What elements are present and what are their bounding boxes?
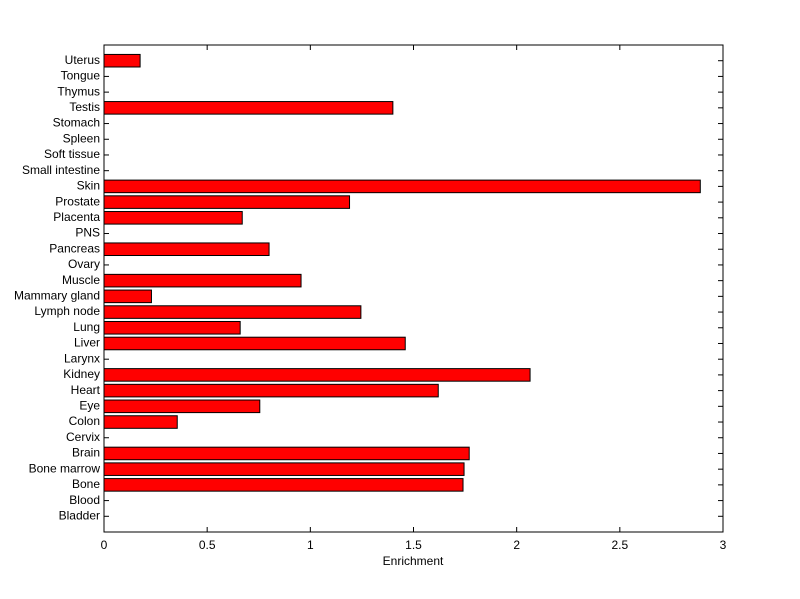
y-tick-label: Small intestine [22,163,100,177]
y-tick-label: Muscle [62,273,100,287]
y-tick-label: Bone [72,477,100,491]
y-tick-label: Placenta [53,210,100,224]
y-tick-label: Larynx [64,351,100,365]
y-tick-label: Ovary [68,257,100,271]
x-axis-label: Enrichment [383,554,444,568]
x-tick-label: 1 [307,538,314,552]
bar [103,242,270,257]
bar [103,462,465,476]
y-tick-label: Pancreas [49,241,100,255]
y-tick-label: Thymus [57,84,100,98]
bar [103,211,243,225]
y-tick-label: Brain [72,446,100,460]
y-tick-label: Tongue [61,69,101,83]
x-tick-label: 1.5 [405,538,422,552]
x-tick-label: 0.5 [199,538,216,552]
y-tick-label: Uterus [65,53,100,67]
bar [103,320,241,335]
bar [103,478,464,492]
x-tick-label: 2.5 [611,538,628,552]
bar [103,53,141,68]
y-tick-label: Bladder [59,508,100,522]
bar [103,368,531,382]
bar [103,273,302,288]
x-tick-label: 3 [720,538,727,552]
y-tick-label: Stomach [53,116,100,130]
bar [103,101,394,115]
bar [103,383,439,398]
y-tick-label: Spleen [63,131,100,145]
bar [103,336,406,351]
y-tick-label: Liver [74,336,100,350]
y-tick-label: Prostate [55,194,100,208]
y-tick-label: Cervix [66,430,100,444]
x-tick-label: 2 [513,538,520,552]
y-tick-label: Testis [69,100,100,114]
y-tick-label: Mammary gland [14,289,100,303]
y-tick-label: Lung [73,320,100,334]
y-tick-label: Bone marrow [29,461,101,475]
bar [103,415,178,429]
y-tick-label: Eye [79,398,100,412]
y-tick-label: PNS [75,226,100,240]
bar [103,446,470,461]
bar [103,179,701,194]
y-tick-label: Skin [77,179,100,193]
y-tick-label: Heart [71,383,101,397]
bar [103,195,351,209]
bar [103,305,362,319]
bar [103,399,261,414]
x-tick-label: 0 [101,538,108,552]
y-tick-label: Blood [69,493,100,507]
y-tick-label: Colon [69,414,100,428]
y-tick-label: Lymph node [34,304,100,318]
y-tick-label: Soft tissue [44,147,100,161]
bar [103,289,152,304]
y-tick-label: Kidney [63,367,100,381]
